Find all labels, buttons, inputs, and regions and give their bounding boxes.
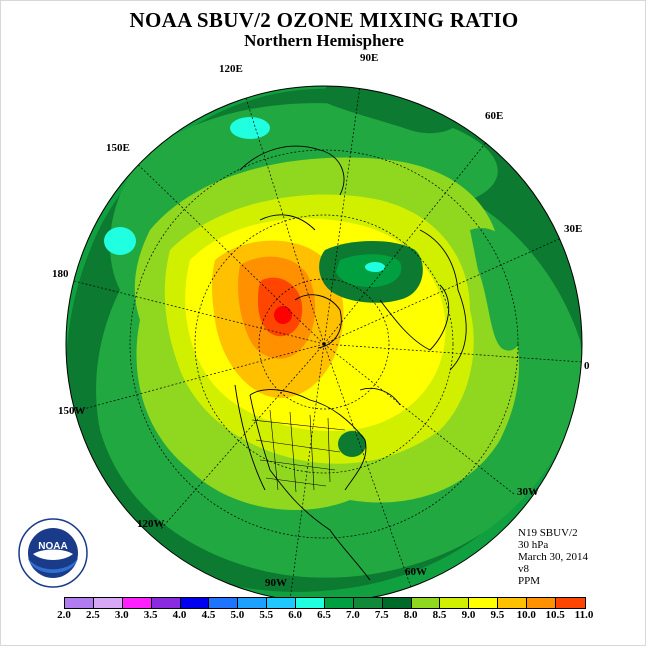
map-subtitle: Northern Hemisphere bbox=[244, 31, 404, 50]
lon-label-30e: 30E bbox=[564, 223, 583, 235]
colorbar-tick-label: 10.0 bbox=[516, 609, 536, 621]
colorbar-swatch bbox=[324, 598, 354, 608]
colorbar-tick-label: 11.0 bbox=[574, 609, 594, 621]
lon-label-150w: 150W bbox=[58, 405, 86, 417]
colorbar-ticks: 2.0 2.5 3.0 3.5 4.0 4.5 5.0 5.5 6.0 6.5 7.0 7.5 8.0 8… bbox=[57, 609, 593, 623]
colorbar-swatch bbox=[122, 598, 152, 608]
colorbar-swatch bbox=[527, 598, 556, 608]
cyan-spot-arctic bbox=[365, 262, 385, 272]
colorbar-swatch bbox=[411, 598, 441, 608]
lon-label-30w: 30W bbox=[517, 486, 539, 498]
colorbar-tick-label: 3.0 bbox=[114, 609, 129, 621]
dark-green-north bbox=[320, 86, 462, 134]
colorbar-swatch bbox=[238, 598, 268, 608]
colorbar-tick-label: 9.0 bbox=[461, 609, 476, 621]
green-patch-europe bbox=[470, 228, 527, 351]
graticule bbox=[69, 86, 582, 601]
lon-label-0: 0 bbox=[584, 360, 590, 372]
date-label: March 30, 2014 bbox=[518, 551, 588, 563]
colorbar-tick-label: 8.0 bbox=[403, 609, 418, 621]
cyan-spot-asia bbox=[230, 117, 270, 139]
colorbar-tick-label: 4.5 bbox=[201, 609, 216, 621]
lon-label-60w: 60W bbox=[405, 566, 427, 578]
lon-label-90w: 90W bbox=[265, 577, 287, 589]
noaa-logo: NOAA bbox=[18, 518, 88, 588]
lon-label-180: 180 bbox=[52, 268, 69, 280]
colorbar-swatch bbox=[267, 598, 296, 608]
colorbar-swatch bbox=[93, 598, 123, 608]
colorbar-tick-label: 8.5 bbox=[432, 609, 447, 621]
noaa-logo-text: NOAA bbox=[38, 541, 67, 552]
colorbar-swatch bbox=[151, 598, 181, 608]
map-title: NOAA SBUV/2 OZONE MIXING RATIO bbox=[129, 8, 519, 32]
colorbar-swatch bbox=[209, 598, 239, 608]
colorbar-tick-label: 2.0 bbox=[57, 609, 71, 621]
satellite-label: N19 SBUV/2 bbox=[518, 527, 578, 539]
version-label: v8 bbox=[518, 563, 529, 575]
colorbar-tick-label: 3.5 bbox=[143, 609, 158, 621]
colorbar bbox=[64, 597, 586, 609]
colorbar-tick-label: 7.0 bbox=[346, 609, 360, 621]
pressure-level-label: 30 hPa bbox=[518, 539, 549, 551]
lon-label-150e: 150E bbox=[106, 142, 130, 154]
colorbar-swatch bbox=[498, 598, 527, 608]
colorbar-tick-label: 7.5 bbox=[374, 609, 389, 621]
colorbar-tick-label: 9.5 bbox=[490, 609, 505, 621]
dark-green-blob-east bbox=[338, 431, 366, 457]
coastlines bbox=[234, 145, 467, 581]
colorbar-tick-label: 2.5 bbox=[86, 609, 100, 621]
lon-label-60e: 60E bbox=[485, 110, 504, 122]
colorbar-swatch bbox=[180, 598, 210, 608]
colorbar-tick-label: 6.5 bbox=[317, 609, 331, 621]
units-label: PPM bbox=[518, 575, 541, 587]
colorbar-swatch bbox=[296, 598, 325, 608]
lon-label-120e: 120E bbox=[219, 63, 243, 75]
colorbar-swatch bbox=[382, 598, 412, 608]
colorbar-tick-label: 5.0 bbox=[230, 609, 245, 621]
red-maximum bbox=[274, 306, 292, 324]
colorbar-swatch bbox=[353, 598, 383, 608]
lon-label-90e: 90E bbox=[360, 52, 379, 64]
colorbar-swatch bbox=[555, 598, 585, 608]
colorbar-swatch bbox=[65, 598, 94, 608]
colorbar-tick-label: 4.0 bbox=[172, 609, 187, 621]
cyan-spot-pacific bbox=[104, 227, 136, 255]
colorbar-swatch bbox=[440, 598, 470, 608]
state-boundaries bbox=[251, 409, 346, 493]
colorbar-tick-label: 5.5 bbox=[259, 609, 274, 621]
colorbar-swatch bbox=[469, 598, 499, 608]
colorbar-tick-label: 10.5 bbox=[545, 609, 565, 621]
colorbar-tick-label: 6.0 bbox=[288, 609, 302, 621]
metadata-block: N19 SBUV/2 30 hPa March 30, 2014 v8 PPM bbox=[518, 527, 588, 587]
lon-label-120w: 120W bbox=[137, 518, 165, 530]
